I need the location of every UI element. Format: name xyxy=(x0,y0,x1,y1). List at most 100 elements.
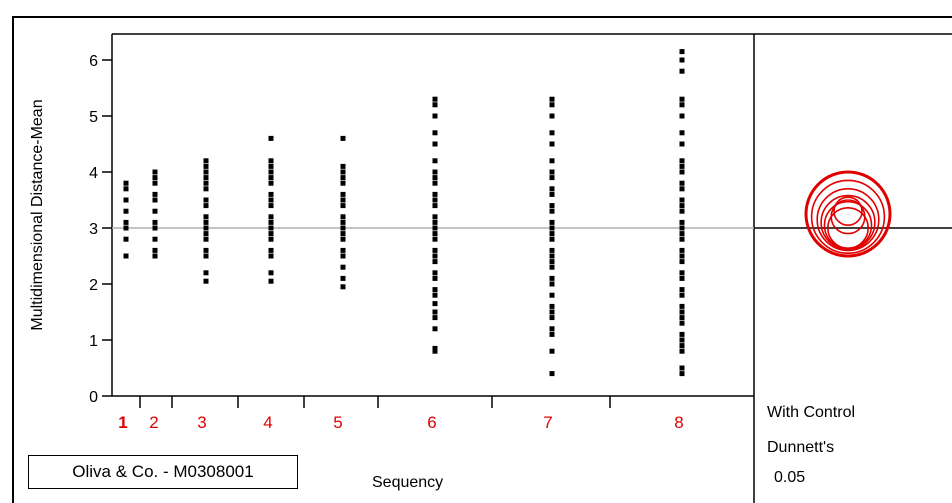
category-label: 4 xyxy=(263,413,272,432)
data-point xyxy=(432,345,438,351)
data-point xyxy=(340,214,346,220)
data-point xyxy=(432,203,438,209)
data-point xyxy=(432,219,438,225)
data-point xyxy=(432,292,438,298)
data-point xyxy=(432,175,438,181)
data-point xyxy=(203,231,209,237)
data-point xyxy=(549,175,555,181)
data-point xyxy=(549,371,555,377)
data-point xyxy=(432,141,438,147)
data-point xyxy=(152,253,158,259)
data-point xyxy=(340,163,346,169)
data-point xyxy=(203,247,209,253)
data-point xyxy=(432,287,438,293)
data-point xyxy=(268,247,274,253)
data-point xyxy=(549,275,555,281)
data-point xyxy=(340,236,346,242)
data-point xyxy=(679,68,685,74)
data-point xyxy=(679,102,685,108)
data-point xyxy=(679,96,685,102)
comparison-circle xyxy=(833,196,863,226)
y-tick-label: 0 xyxy=(89,389,98,406)
data-point xyxy=(432,191,438,197)
data-point xyxy=(203,253,209,259)
data-point xyxy=(432,231,438,237)
category-label: 3 xyxy=(197,413,206,432)
data-point xyxy=(203,203,209,209)
data-point xyxy=(152,225,158,231)
data-point xyxy=(432,309,438,315)
data-point xyxy=(123,236,129,242)
data-point xyxy=(679,141,685,147)
data-point xyxy=(203,175,209,181)
data-point xyxy=(340,264,346,270)
data-point xyxy=(203,219,209,225)
data-point xyxy=(203,278,209,284)
data-point xyxy=(203,158,209,164)
data-point xyxy=(152,197,158,203)
data-point xyxy=(152,208,158,214)
data-point xyxy=(340,203,346,209)
data-point xyxy=(679,247,685,253)
data-point xyxy=(432,180,438,186)
data-point xyxy=(679,303,685,309)
data-point xyxy=(679,320,685,326)
data-point xyxy=(340,169,346,175)
data-point xyxy=(432,348,438,354)
data-point xyxy=(549,281,555,287)
data-point xyxy=(679,49,685,55)
data-point xyxy=(549,191,555,197)
info-box: Oliva & Co. - M0308001 xyxy=(28,455,298,489)
data-point xyxy=(152,191,158,197)
data-point xyxy=(432,225,438,231)
data-point xyxy=(340,225,346,231)
y-tick-label: 4 xyxy=(89,165,98,182)
data-point xyxy=(340,253,346,259)
data-point xyxy=(152,175,158,181)
category-label: 1 xyxy=(118,413,127,432)
comparison-circle xyxy=(810,179,886,254)
data-point xyxy=(432,113,438,119)
method-label: Dunnett's xyxy=(767,439,835,456)
data-point xyxy=(549,326,555,332)
data-point xyxy=(679,130,685,136)
data-point xyxy=(549,253,555,259)
data-point xyxy=(268,236,274,242)
data-point xyxy=(340,231,346,237)
data-point xyxy=(549,236,555,242)
data-point xyxy=(268,180,274,186)
data-point xyxy=(549,186,555,192)
data-point xyxy=(203,225,209,231)
data-point xyxy=(268,225,274,231)
data-point xyxy=(549,331,555,337)
data-point xyxy=(432,259,438,265)
alpha-label: 0.05 xyxy=(774,469,806,486)
data-point xyxy=(432,326,438,332)
data-point xyxy=(679,315,685,321)
data-point xyxy=(679,231,685,237)
data-point xyxy=(268,231,274,237)
data-point xyxy=(340,191,346,197)
data-point xyxy=(679,259,685,265)
data-point xyxy=(203,180,209,186)
data-point xyxy=(549,219,555,225)
data-point xyxy=(152,247,158,253)
data-point xyxy=(679,57,685,63)
data-point xyxy=(203,186,209,192)
data-point xyxy=(549,102,555,108)
data-point xyxy=(432,102,438,108)
comparison-circle xyxy=(830,199,866,235)
data-point xyxy=(152,219,158,225)
info-box-label: Oliva & Co. - M0308001 xyxy=(72,462,254,481)
data-point xyxy=(679,337,685,343)
data-point xyxy=(123,186,129,192)
y-tick-label: 6 xyxy=(89,53,98,70)
data-point xyxy=(340,219,346,225)
data-point xyxy=(123,208,129,214)
data-point xyxy=(268,197,274,203)
y-axis-label: Multidimensional Distance-Mean xyxy=(29,99,46,330)
data-point xyxy=(549,315,555,321)
data-point xyxy=(340,175,346,181)
data-point xyxy=(549,203,555,209)
data-point xyxy=(679,219,685,225)
